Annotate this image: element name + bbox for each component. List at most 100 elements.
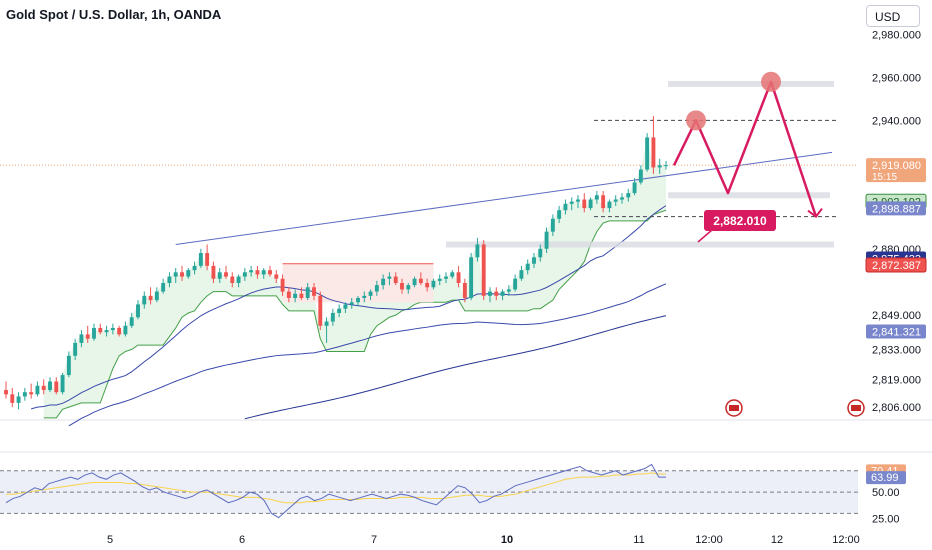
time-axis-label: 12:00 <box>695 534 723 546</box>
candle-body <box>299 293 304 298</box>
price-marker <box>866 324 926 339</box>
candle-body <box>85 334 90 339</box>
supertrend-line <box>43 209 667 419</box>
candle-body <box>538 248 543 258</box>
rsi-axis-label: 25.00 <box>872 514 900 526</box>
candle-body <box>236 276 241 284</box>
candle-body <box>387 276 392 279</box>
candle-body <box>569 201 574 204</box>
price-marker-label: 2,841.321 <box>872 327 921 339</box>
economic-event-icon[interactable] <box>725 399 743 417</box>
candle-body <box>330 312 335 322</box>
candle-body <box>462 283 467 298</box>
candle-body <box>525 263 530 271</box>
candle-body <box>217 272 222 279</box>
candle-body <box>148 295 153 301</box>
candle-body <box>437 278 442 281</box>
price-marker-label: 2,898.887 <box>872 203 921 215</box>
candle-body <box>601 195 606 209</box>
level-zone <box>446 241 834 248</box>
candle-body <box>318 295 323 326</box>
candle-body <box>576 199 580 202</box>
price-axis-label: 2,819.000 <box>872 374 921 386</box>
time-axis-label: 11 <box>633 534 644 546</box>
candle-body <box>620 197 624 200</box>
candle-body <box>173 272 178 277</box>
candle-body <box>343 304 348 309</box>
price-marker <box>865 257 927 273</box>
candle-body <box>280 278 285 292</box>
time-axis-label: 10 <box>501 534 513 546</box>
candle-body <box>418 278 423 284</box>
price-marker <box>866 158 926 183</box>
candle-body <box>22 392 27 397</box>
candle-body <box>41 385 46 391</box>
time-axis-label: 5 <box>107 534 113 546</box>
candle-body <box>368 291 373 296</box>
candle-body <box>582 199 587 209</box>
time-axis-label: 7 <box>371 534 377 546</box>
candle-body <box>544 231 549 249</box>
candle-body <box>286 291 291 298</box>
candle-body <box>475 244 480 258</box>
trend-line <box>175 151 833 245</box>
candle-body <box>362 295 367 298</box>
candle-body <box>92 327 96 339</box>
rsi-line <box>5 463 666 519</box>
candle-body <box>356 297 360 303</box>
candle-body <box>274 274 279 279</box>
candle-body <box>16 396 21 403</box>
candle-body <box>29 392 34 395</box>
candle-body <box>594 195 599 200</box>
candle-body <box>607 201 612 209</box>
candle-body <box>79 334 84 343</box>
candle-body <box>469 257 474 298</box>
candle-body <box>242 272 247 277</box>
candle-body <box>104 330 109 333</box>
candle-body <box>98 327 103 333</box>
price-marker <box>866 201 926 216</box>
price-marker-label: 2,872.387 <box>872 260 921 272</box>
candle-body <box>35 385 40 395</box>
price-axis-label: 2,849.000 <box>872 310 921 322</box>
candle-body <box>664 165 668 167</box>
candle-body <box>261 270 266 275</box>
candle-body <box>205 253 210 266</box>
candle-body <box>519 270 524 279</box>
candle-body <box>154 291 159 301</box>
candle-body <box>613 199 618 202</box>
moving-average-line <box>31 205 667 410</box>
candle-body <box>381 278 386 286</box>
candle-body <box>66 355 71 376</box>
price-axis-label: 2,833.000 <box>872 344 921 356</box>
candle-body <box>488 291 492 296</box>
candle-body <box>431 280 436 288</box>
candle-body <box>400 283 404 290</box>
candle-body <box>657 165 662 168</box>
time-axis-label: 6 <box>239 534 245 546</box>
candle-body <box>563 203 568 211</box>
candle-body <box>550 218 555 232</box>
moving-average-line <box>68 283 667 427</box>
pivot-marker <box>761 71 781 92</box>
candle-body <box>305 287 310 298</box>
candle-body <box>161 283 166 292</box>
candle-body <box>211 265 216 279</box>
price-axis-label: 2,960.000 <box>872 73 921 85</box>
arrow-head-icon <box>807 208 823 219</box>
candle-body <box>626 193 631 198</box>
candle-body <box>324 321 329 326</box>
candle-body <box>481 244 486 296</box>
currency-button[interactable]: USD <box>866 5 920 27</box>
candle-body <box>588 199 593 209</box>
candle-body <box>632 182 637 194</box>
candle-body <box>349 302 354 305</box>
candle-body <box>117 327 122 335</box>
candle-body <box>268 270 272 275</box>
economic-event-icon[interactable] <box>847 399 865 417</box>
candle-body <box>293 293 298 298</box>
candle-body <box>444 276 448 279</box>
price-callout <box>704 210 776 231</box>
